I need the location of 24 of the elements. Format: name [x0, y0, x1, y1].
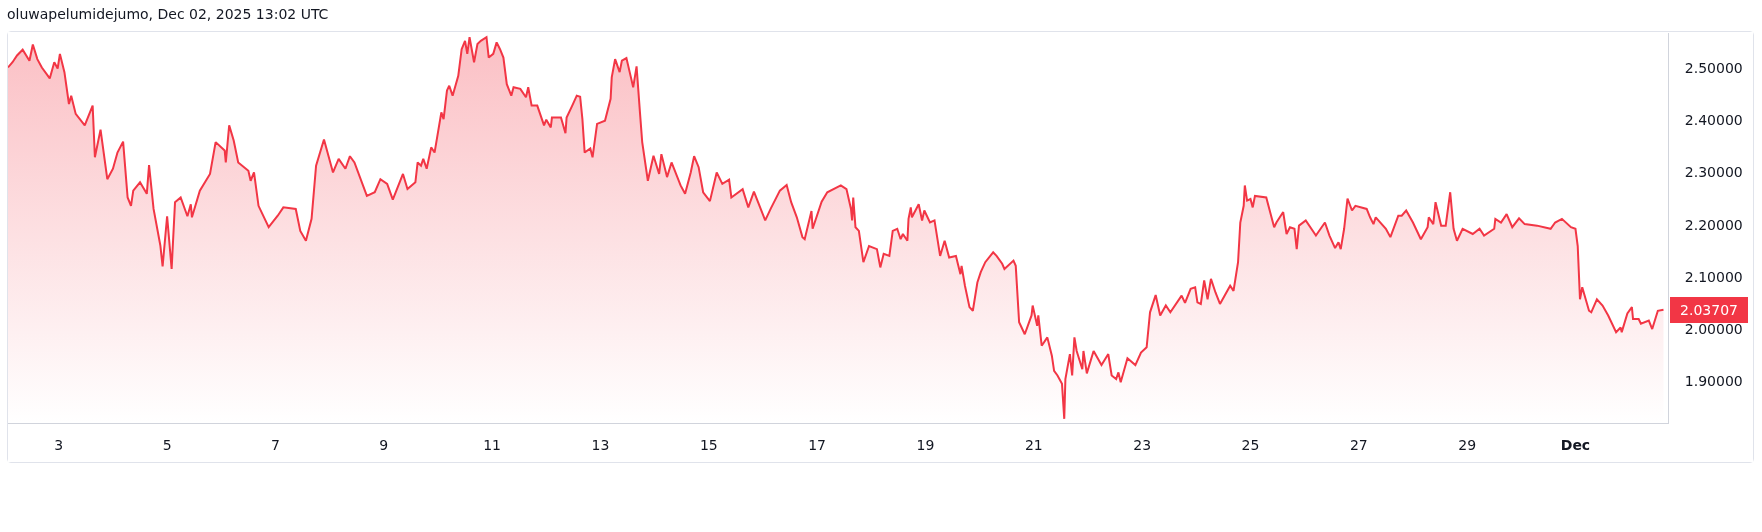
y-tick-label: 1.90000	[1684, 373, 1743, 390]
x-tick-label: 21	[1024, 436, 1043, 453]
x-tick-label: 19	[916, 436, 935, 453]
x-tick-label: 7	[270, 436, 280, 453]
x-tick-label: 27	[1349, 436, 1368, 453]
x-tick-label: 5	[162, 436, 172, 453]
x-tick-label: 11	[483, 436, 502, 453]
x-tick-label: 23	[1133, 436, 1152, 453]
x-tick-label: 13	[591, 436, 610, 453]
x-tick-label: 25	[1241, 436, 1260, 453]
y-tick-label: 2.20000	[1684, 216, 1743, 233]
y-tick-label: 2.50000	[1684, 59, 1743, 76]
data-label: 2.03707	[1680, 302, 1738, 318]
y-tick-label: 2.30000	[1684, 164, 1743, 181]
x-tick-label: 15	[699, 436, 718, 453]
x-tick-label: 17	[808, 436, 827, 453]
chart-title: oluwapelumidejumo, Dec 02, 2025 13:02 UTC	[7, 6, 329, 23]
x-tick-label: 9	[379, 436, 389, 453]
y-tick-label: 2.10000	[1684, 268, 1743, 285]
x-tick-label: 3	[54, 436, 64, 453]
y-tick-label: 2.40000	[1684, 112, 1743, 129]
x-tick-label: 29	[1458, 436, 1477, 453]
y-tick-label: 2.00000	[1684, 320, 1743, 337]
x-tick-label: Dec	[1560, 436, 1591, 453]
